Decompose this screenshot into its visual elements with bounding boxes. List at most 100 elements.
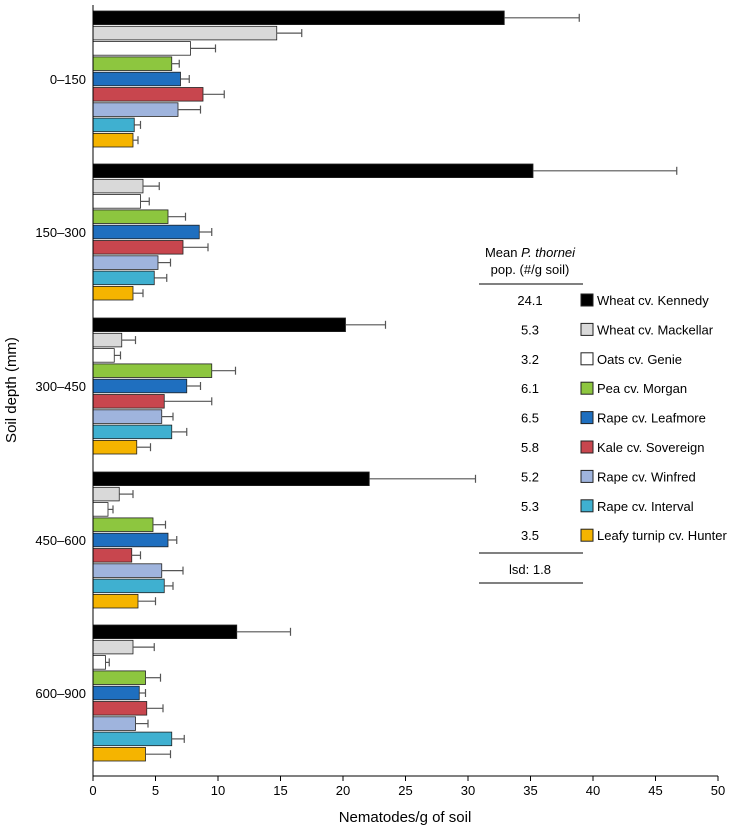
bar bbox=[92, 548, 133, 563]
bars-layer bbox=[92, 10, 678, 762]
bar bbox=[92, 409, 163, 424]
bar bbox=[92, 716, 136, 731]
bar bbox=[92, 163, 534, 179]
legend-mean-value: 3.5 bbox=[521, 528, 539, 543]
legend-swatch bbox=[580, 293, 594, 307]
legend-mean-value: 6.5 bbox=[521, 411, 539, 426]
legend-label: Leafy turnip cv. Hunter bbox=[597, 528, 727, 543]
bar bbox=[92, 25, 278, 41]
bar bbox=[92, 178, 144, 194]
legend-label: Rape cv. Winfred bbox=[597, 469, 696, 484]
legend-lsd: lsd: 1.8 bbox=[509, 562, 551, 577]
legend-mean-value: 5.3 bbox=[521, 322, 539, 337]
axes-layer: Nematodes/g of soil Soil depth (mm) bbox=[3, 5, 718, 826]
bar bbox=[92, 685, 140, 701]
bar bbox=[92, 10, 505, 26]
bar bbox=[92, 624, 238, 640]
x-axis-title: Nematodes/g of soil bbox=[339, 809, 472, 826]
x-tick-label: 50 bbox=[711, 783, 725, 798]
legend-swatch bbox=[580, 528, 594, 542]
bar bbox=[92, 639, 134, 655]
x-tick-label: 40 bbox=[586, 783, 600, 798]
y-tick-label: 600–900 bbox=[35, 686, 86, 701]
bar bbox=[92, 71, 181, 87]
bar bbox=[92, 747, 146, 762]
x-tick-label: 20 bbox=[336, 783, 350, 798]
legend-swatch bbox=[580, 411, 594, 425]
legend-mean-value: 24.1 bbox=[517, 293, 542, 308]
x-tick-label: 30 bbox=[461, 783, 475, 798]
legend-mean-value: 5.2 bbox=[521, 469, 539, 484]
legend-mean-value: 3.2 bbox=[521, 352, 539, 367]
bar bbox=[92, 655, 106, 670]
x-tick-label: 0 bbox=[89, 783, 96, 798]
bar bbox=[92, 317, 346, 333]
bar bbox=[92, 471, 370, 487]
bar bbox=[92, 270, 155, 286]
bar bbox=[92, 563, 163, 578]
x-tick-label: 10 bbox=[211, 783, 225, 798]
bar bbox=[92, 439, 138, 455]
legend-swatch bbox=[580, 381, 594, 395]
legend-items: 24.1 Wheat cv. Kennedy 5.3 Wheat cv. Mackel… bbox=[517, 293, 727, 543]
bar bbox=[92, 578, 165, 594]
bar bbox=[92, 332, 123, 348]
legend-swatch bbox=[580, 499, 594, 513]
y-tick-label: 300–450 bbox=[35, 379, 86, 394]
bar bbox=[92, 394, 165, 409]
legend-label: Rape cv. Interval bbox=[597, 499, 694, 514]
bar bbox=[92, 255, 159, 270]
y-tick-label: 0–150 bbox=[50, 72, 86, 87]
legend-title-italic: P. thornei bbox=[521, 245, 576, 260]
x-tick-label: 35 bbox=[523, 783, 537, 798]
bar bbox=[92, 348, 115, 363]
x-tick-label: 15 bbox=[273, 783, 287, 798]
legend-label: Wheat cv. Kennedy bbox=[597, 293, 709, 308]
bar bbox=[92, 102, 179, 117]
x-tick-label: 45 bbox=[648, 783, 662, 798]
legend-title-line1: Mean P. thornei bbox=[485, 245, 576, 260]
bar bbox=[92, 532, 169, 548]
bar bbox=[92, 56, 173, 71]
bar bbox=[92, 424, 173, 440]
bar bbox=[92, 378, 188, 394]
x-tick-label: 25 bbox=[398, 783, 412, 798]
bar bbox=[92, 363, 213, 378]
legend-swatch bbox=[580, 352, 594, 366]
bar bbox=[92, 240, 184, 255]
legend-mean-value: 5.3 bbox=[521, 499, 539, 514]
bar bbox=[92, 594, 139, 609]
bar bbox=[92, 670, 146, 685]
bar bbox=[92, 224, 200, 240]
ticks-layer: 0–150 150–300 300–450 450–600 600–900 0 5 10 15 2… bbox=[35, 72, 725, 798]
y-tick-label: 450–600 bbox=[35, 533, 86, 548]
bar bbox=[92, 132, 134, 148]
bar bbox=[92, 194, 141, 209]
legend-swatch bbox=[580, 469, 594, 483]
legend-title-prefix: Mean bbox=[485, 245, 521, 260]
legend-swatch bbox=[580, 440, 594, 454]
bar bbox=[92, 87, 204, 102]
legend-label: Oats cv. Genie bbox=[597, 352, 682, 367]
legend-mean-value: 5.8 bbox=[521, 440, 539, 455]
y-tick-label: 150–300 bbox=[35, 225, 86, 240]
legend-label: Rape cv. Leafmore bbox=[597, 411, 706, 426]
bar bbox=[92, 517, 154, 532]
legend-label: Pea cv. Morgan bbox=[597, 381, 687, 396]
bar bbox=[92, 502, 109, 517]
bar bbox=[92, 731, 173, 747]
bar bbox=[92, 486, 120, 502]
legend: Mean P. thornei pop. (#/g soil) 24.1 Whea… bbox=[479, 245, 727, 584]
legend-title-line2: pop. (#/g soil) bbox=[491, 262, 570, 277]
legend-label: Kale cv. Sovereign bbox=[597, 440, 704, 455]
bar bbox=[92, 209, 169, 224]
legend-mean-value: 6.1 bbox=[521, 381, 539, 396]
bar bbox=[92, 117, 135, 133]
legend-label: Wheat cv. Mackellar bbox=[597, 322, 714, 337]
legend-swatch bbox=[580, 322, 594, 336]
bar bbox=[92, 701, 148, 716]
x-tick-label: 5 bbox=[152, 783, 159, 798]
bar bbox=[92, 285, 134, 301]
bar bbox=[92, 41, 191, 56]
